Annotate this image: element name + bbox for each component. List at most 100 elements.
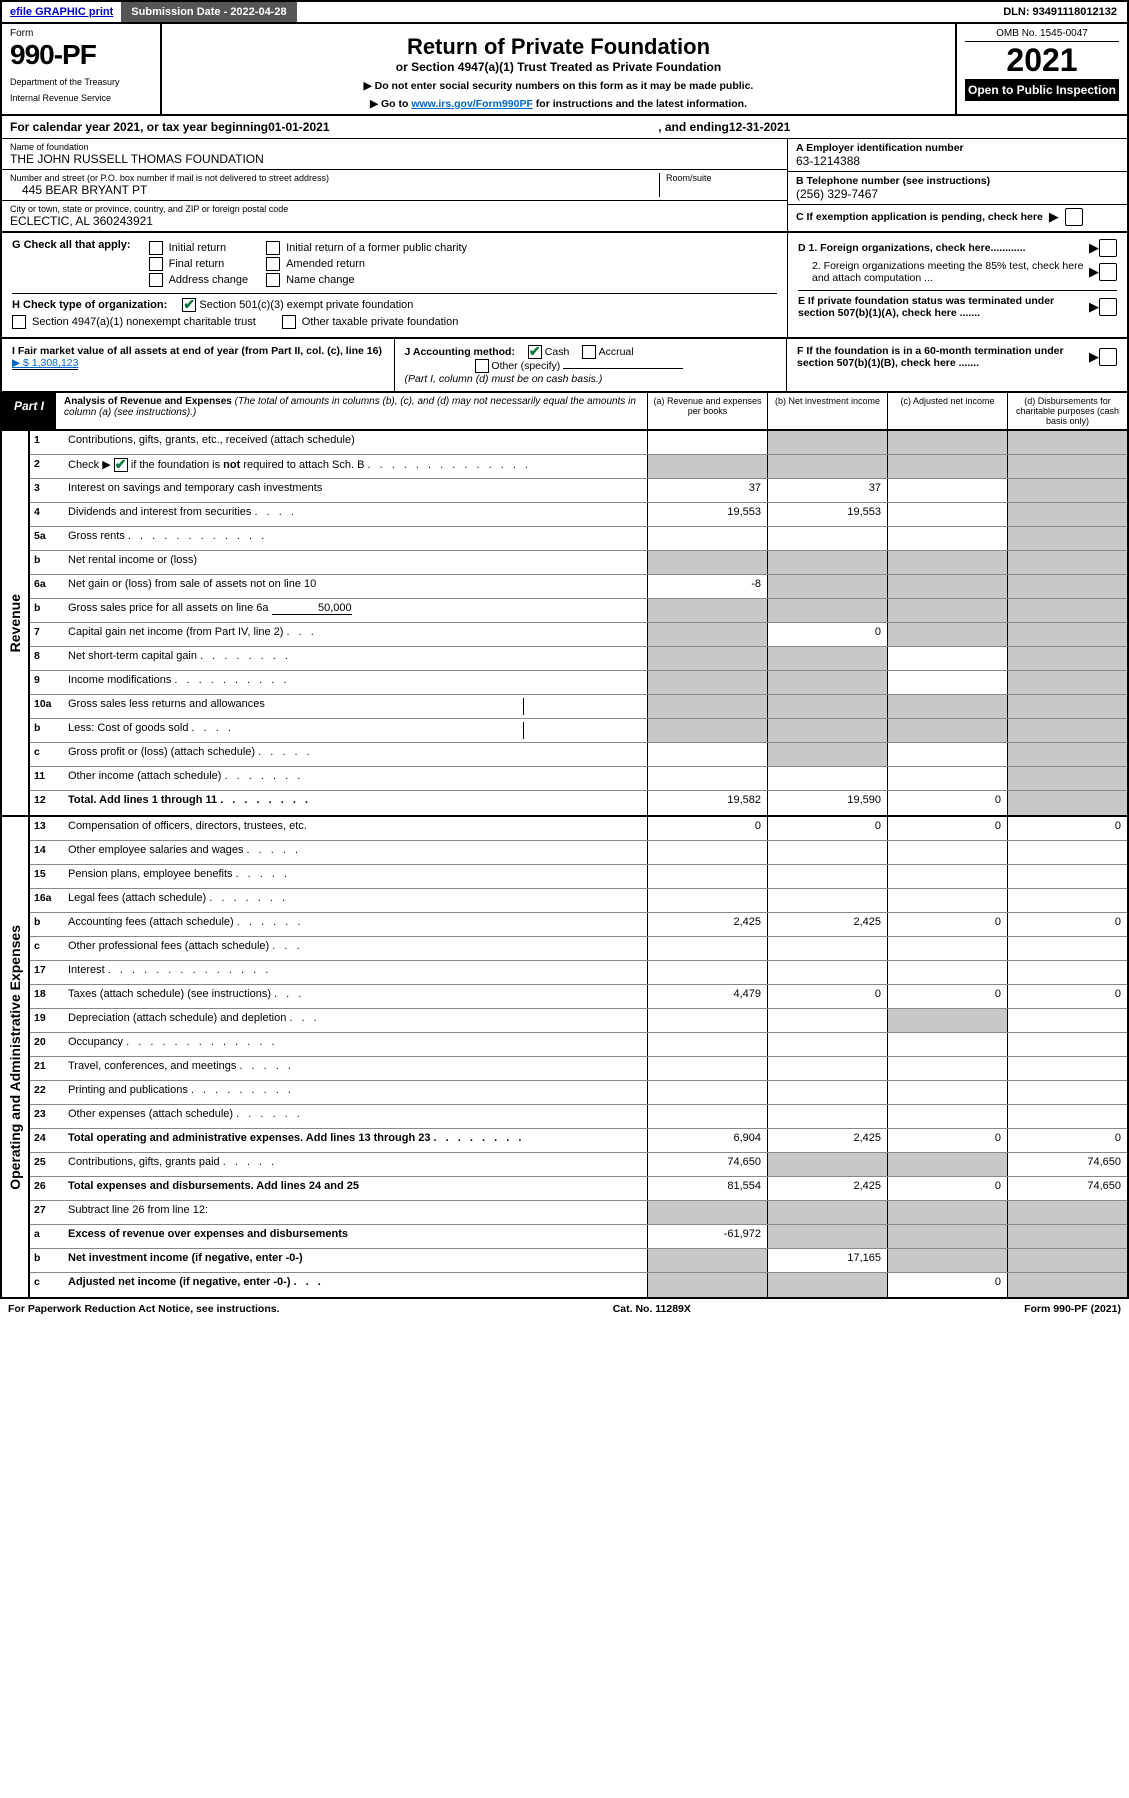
r25-d: 74,650	[1007, 1153, 1127, 1176]
city-label: City or town, state or province, country…	[10, 204, 779, 214]
r16b-label: Accounting fees (attach schedule) . . . …	[64, 913, 647, 936]
r18-c: 0	[887, 985, 1007, 1008]
r13-a: 0	[647, 817, 767, 840]
h2-checkbox[interactable]	[12, 315, 26, 329]
r22-label: Printing and publications . . . . . . . …	[64, 1081, 647, 1104]
d2-checkbox[interactable]	[1099, 263, 1117, 281]
cal-mid: , and ending	[658, 120, 729, 134]
room-label: Room/suite	[666, 173, 779, 183]
arrow-icon: ▶	[1089, 299, 1099, 315]
street-address: 445 BEAR BRYANT PT	[10, 183, 659, 197]
entity-right: A Employer identification number 63-1214…	[787, 139, 1127, 231]
expenses-rows: 13Compensation of officers, directors, t…	[30, 817, 1127, 1297]
r24-label: Total operating and administrative expen…	[64, 1129, 647, 1152]
r7-label: Capital gain net income (from Part IV, l…	[64, 623, 647, 646]
footer-right: Form 990-PF (2021)	[1024, 1303, 1121, 1315]
g3-checkbox[interactable]	[149, 273, 163, 287]
g1-label: Initial return	[169, 242, 226, 254]
r16a-label: Legal fees (attach schedule) . . . . . .…	[64, 889, 647, 912]
ijf-section: I Fair market value of all assets at end…	[0, 339, 1129, 393]
r2-checkbox[interactable]	[114, 458, 128, 472]
j-note: (Part I, column (d) must be on cash basi…	[405, 373, 603, 385]
i-label: I Fair market value of all assets at end…	[12, 345, 382, 357]
topbar: efile GRAPHIC print Submission Date - 20…	[0, 0, 1129, 24]
footer-mid: Cat. No. 11289X	[613, 1303, 691, 1315]
addr-label: Number and street (or P.O. box number if…	[10, 173, 659, 183]
f-checkbox[interactable]	[1099, 348, 1117, 366]
j-cell: J Accounting method: Cash Accrual Other …	[395, 339, 788, 391]
form-id-cell: Form 990-PF Department of the Treasury I…	[2, 24, 162, 114]
r16b-a: 2,425	[647, 913, 767, 936]
dln: DLN: 93491118012132	[993, 2, 1127, 22]
r21-label: Travel, conferences, and meetings . . . …	[64, 1057, 647, 1080]
r12-a: 19,582	[647, 791, 767, 815]
i-value[interactable]: ▶ $ 1,308,123	[12, 357, 78, 370]
h3-checkbox[interactable]	[282, 315, 296, 329]
r27-label: Subtract line 26 from line 12:	[64, 1201, 647, 1224]
g1-checkbox[interactable]	[149, 241, 163, 255]
r19-label: Depreciation (attach schedule) and deple…	[64, 1009, 647, 1032]
g2-checkbox[interactable]	[149, 257, 163, 271]
r23-label: Other expenses (attach schedule) . . . .…	[64, 1105, 647, 1128]
g5-checkbox[interactable]	[266, 257, 280, 271]
d2-label: 2. Foreign organizations meeting the 85%…	[798, 260, 1089, 284]
r26-label: Total expenses and disbursements. Add li…	[64, 1177, 647, 1200]
footer-left: For Paperwork Reduction Act Notice, see …	[8, 1303, 280, 1315]
r16b-c: 0	[887, 913, 1007, 936]
part1-header: Part I Analysis of Revenue and Expenses …	[0, 393, 1129, 431]
topbar-left: efile GRAPHIC print	[2, 4, 121, 20]
j-other-checkbox[interactable]	[475, 359, 489, 373]
arrow-icon: ▶	[1089, 349, 1099, 365]
r18-d: 0	[1007, 985, 1127, 1008]
irs-link[interactable]: www.irs.gov/Form990PF	[411, 98, 533, 110]
r10c-label: Gross profit or (loss) (attach schedule)…	[64, 743, 647, 766]
e-checkbox[interactable]	[1099, 298, 1117, 316]
de-section: D 1. Foreign organizations, check here..…	[787, 233, 1127, 337]
submission-date: Submission Date - 2022-04-28	[121, 2, 296, 22]
r26-a: 81,554	[647, 1177, 767, 1200]
j-accrual-checkbox[interactable]	[582, 345, 596, 359]
g6-checkbox[interactable]	[266, 273, 280, 287]
g2-label: Final return	[169, 258, 225, 270]
r20-label: Occupancy . . . . . . . . . . . . .	[64, 1033, 647, 1056]
r24-d: 0	[1007, 1129, 1127, 1152]
r5b-label: Net rental income or (loss)	[64, 551, 647, 574]
r6a-a: -8	[647, 575, 767, 598]
i-cell: I Fair market value of all assets at end…	[2, 339, 395, 391]
bullet-2: ▶ Go to www.irs.gov/Form990PF for instru…	[170, 98, 947, 110]
arrow-icon: ▶	[1049, 209, 1059, 225]
j-cash-label: Cash	[545, 346, 570, 358]
r3-b: 37	[767, 479, 887, 502]
j-cash-checkbox[interactable]	[528, 345, 542, 359]
r18-b: 0	[767, 985, 887, 1008]
bullet2-pre: ▶ Go to	[370, 98, 411, 110]
r17-label: Interest . . . . . . . . . . . . . .	[64, 961, 647, 984]
r26-d: 74,650	[1007, 1177, 1127, 1200]
g4-checkbox[interactable]	[266, 241, 280, 255]
r24-a: 6,904	[647, 1129, 767, 1152]
r6a-label: Net gain or (loss) from sale of assets n…	[64, 575, 647, 598]
r4-a: 19,553	[647, 503, 767, 526]
efile-link[interactable]: efile GRAPHIC print	[10, 6, 113, 18]
cal-pre: For calendar year 2021, or tax year begi…	[10, 120, 268, 134]
g-section: G Check all that apply: Initial return F…	[2, 233, 787, 337]
r27a-a: -61,972	[647, 1225, 767, 1248]
r14-label: Other employee salaries and wages . . . …	[64, 841, 647, 864]
r25-a: 74,650	[647, 1153, 767, 1176]
j-label: J Accounting method:	[405, 346, 515, 358]
r18-label: Taxes (attach schedule) (see instruction…	[64, 985, 647, 1008]
expenses-table: Operating and Administrative Expenses 13…	[0, 817, 1129, 1299]
h1-label: Section 501(c)(3) exempt private foundat…	[199, 299, 413, 311]
r12-c: 0	[887, 791, 1007, 815]
r12-label: Total. Add lines 1 through 11 . . . . . …	[64, 791, 647, 815]
d1-checkbox[interactable]	[1099, 239, 1117, 257]
g5-label: Amended return	[286, 258, 365, 270]
open-public: Open to Public Inspection	[965, 79, 1119, 101]
r16b-b: 2,425	[767, 913, 887, 936]
r2-label: Check ▶ if the foundation is not require…	[64, 455, 647, 478]
h1-checkbox[interactable]	[182, 298, 196, 312]
r7-b: 0	[767, 623, 887, 646]
g6-label: Name change	[286, 274, 355, 286]
c-checkbox[interactable]	[1065, 208, 1083, 226]
r24-c: 0	[887, 1129, 1007, 1152]
